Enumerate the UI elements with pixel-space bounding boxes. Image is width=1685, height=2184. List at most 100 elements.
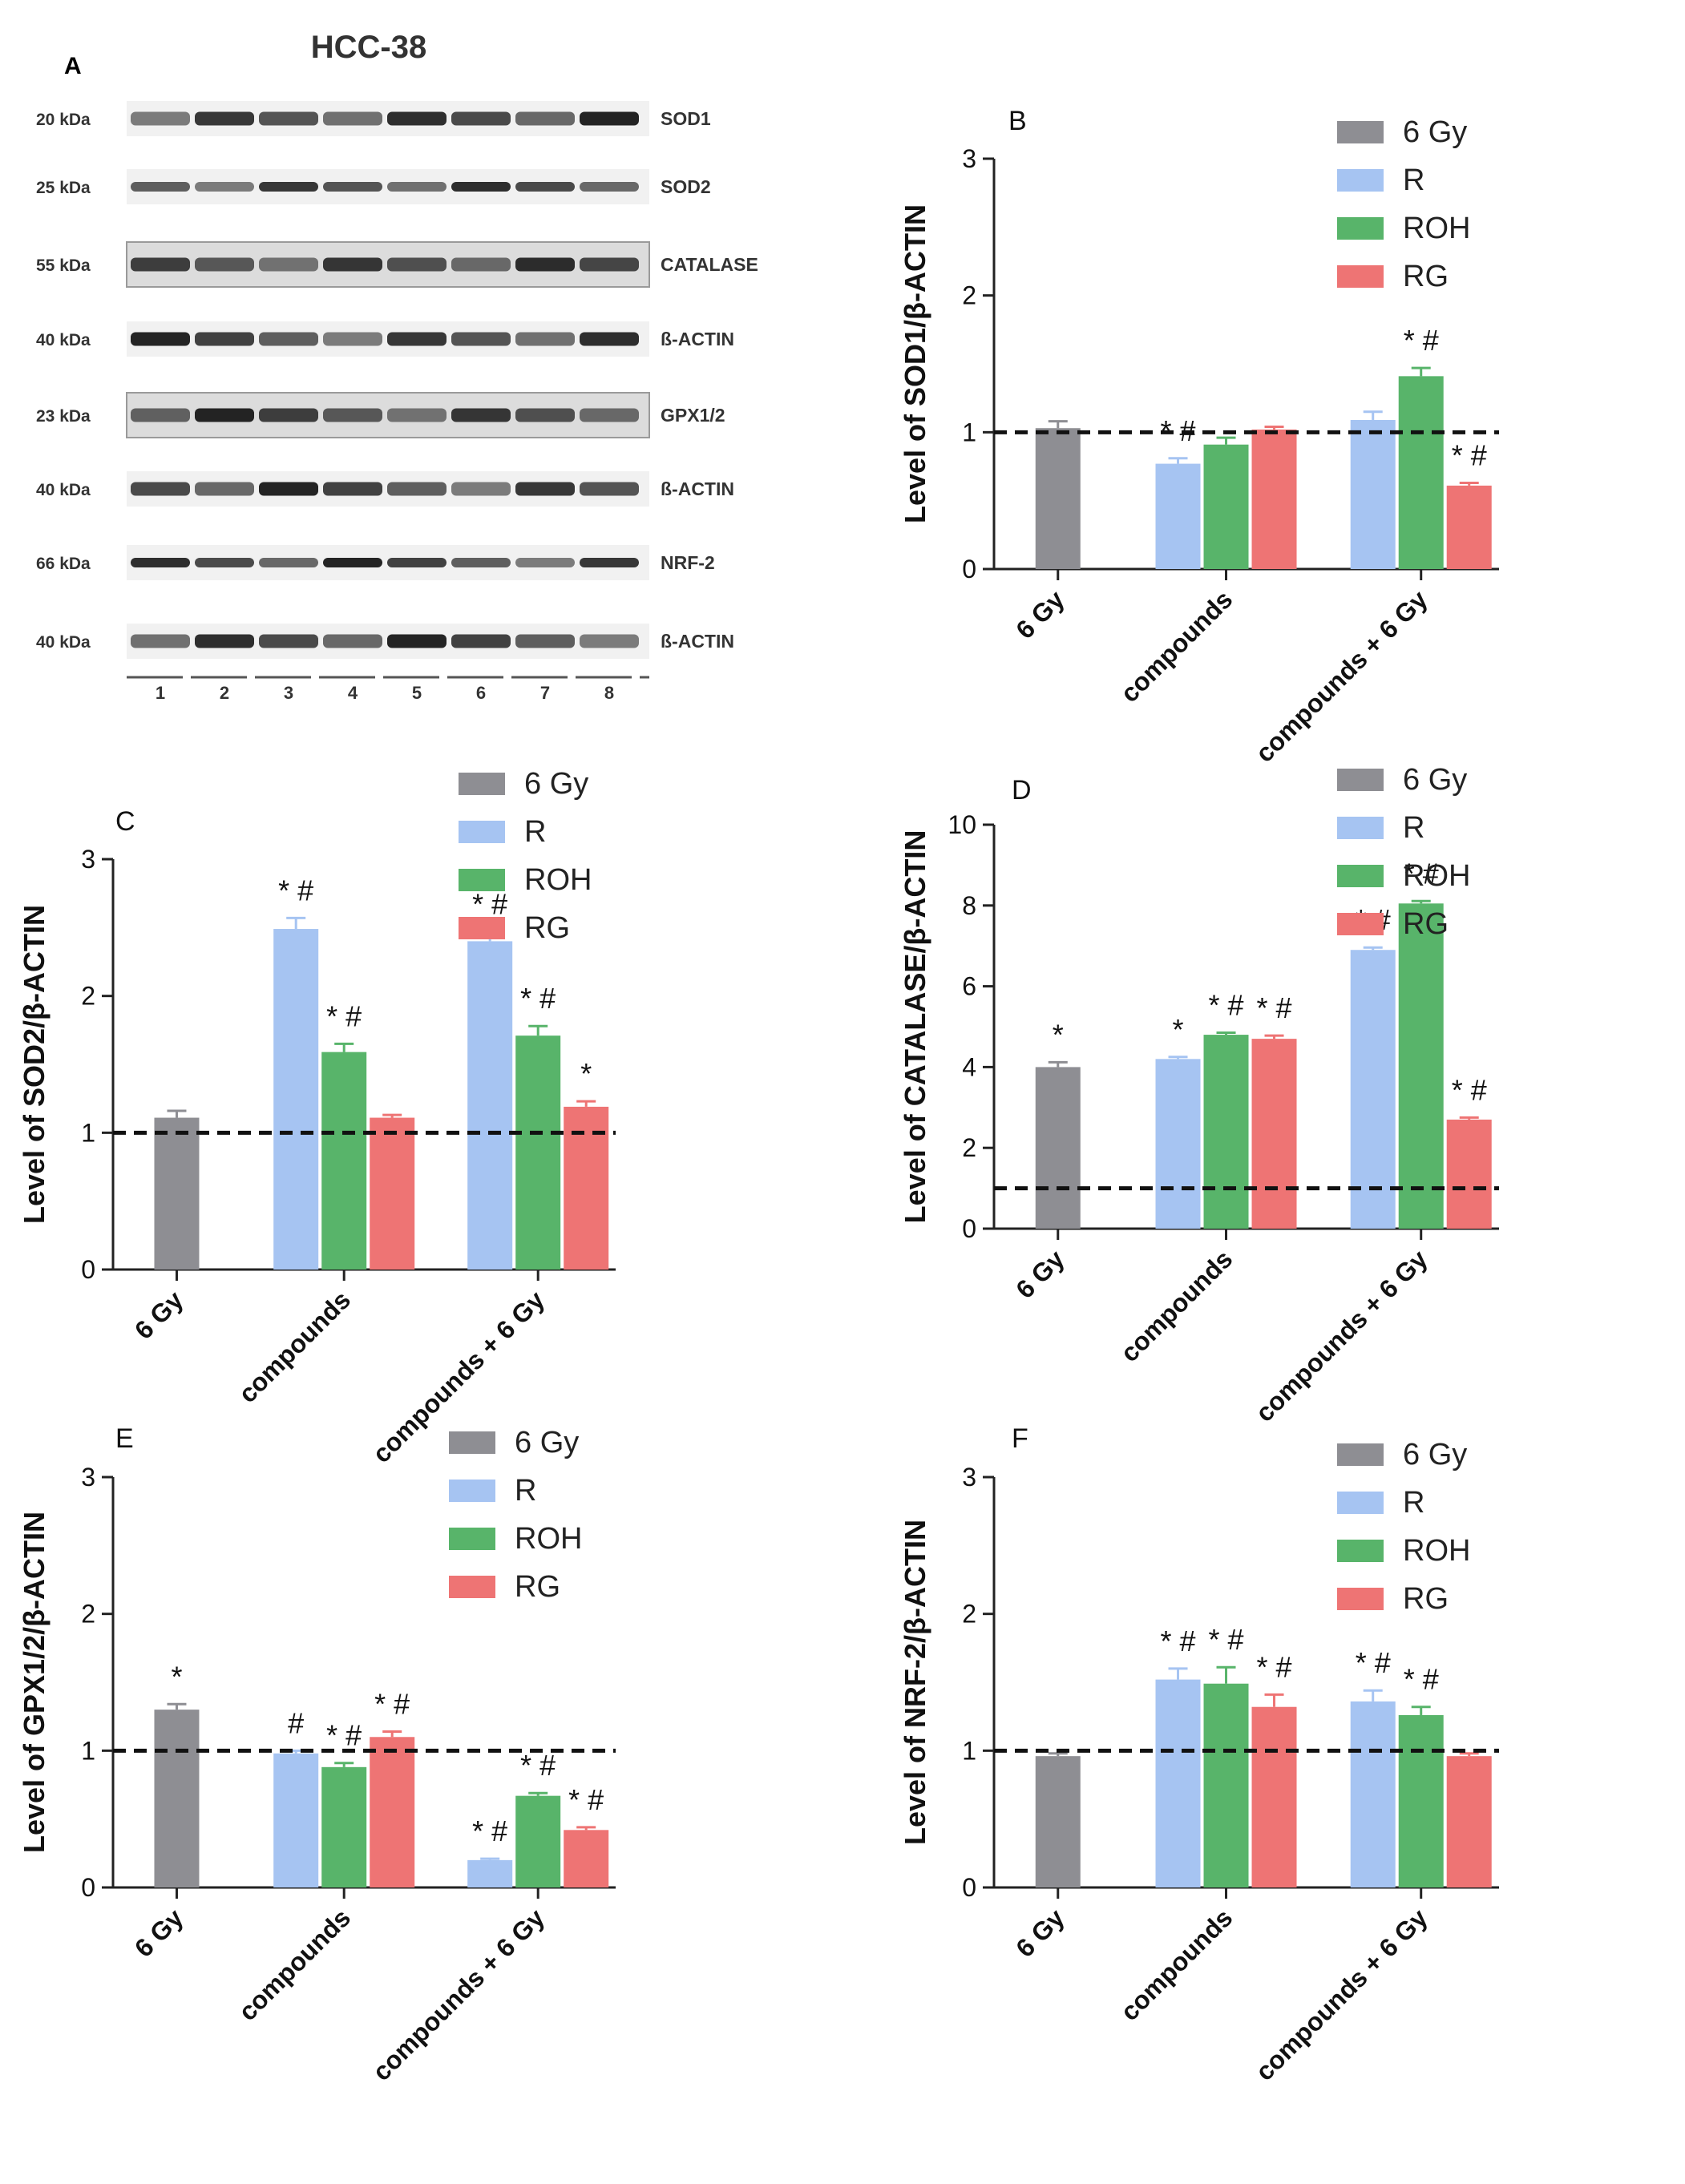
- blot-band: [387, 257, 447, 272]
- blot-band: [387, 634, 447, 648]
- y-tick-label: 8: [962, 891, 976, 920]
- x-tick-label: compounds + 6 Gy: [1250, 1903, 1433, 2086]
- y-tick-label: 0: [81, 1873, 95, 1902]
- blot-band: [515, 182, 575, 192]
- blot-band: [451, 182, 511, 192]
- bar-r: [273, 1753, 319, 1887]
- y-tick-label: 6: [962, 972, 976, 1001]
- legend-label: ROH: [515, 1522, 582, 1556]
- lane-number: 1: [156, 683, 165, 703]
- y-tick-label: 4: [962, 1052, 976, 1081]
- bar-roh: [1203, 1683, 1249, 1887]
- legend-label: RG: [1403, 1582, 1449, 1616]
- blot-band: [580, 182, 639, 192]
- significance-label: *: [1053, 1018, 1064, 1051]
- blot-band: [323, 332, 382, 346]
- blot-band: [451, 482, 511, 496]
- legend-label: R: [1403, 163, 1424, 197]
- legend-label: 6 Gy: [1403, 1438, 1467, 1471]
- bar-6-gy: [1035, 1756, 1081, 1887]
- legend-swatch: [1337, 1588, 1384, 1610]
- bar-roh: [1398, 903, 1444, 1229]
- bar-roh: [1398, 1714, 1444, 1887]
- legend-label: 6 Gy: [1403, 115, 1467, 149]
- legend-swatch: [1337, 817, 1384, 839]
- y-tick-label: 2: [81, 982, 95, 1011]
- blot-title: HCC-38: [311, 30, 426, 65]
- x-tick-label: compounds + 6 Gy: [367, 1903, 551, 2086]
- blot-band: [259, 634, 318, 648]
- x-tick-label: compounds + 6 Gy: [1250, 1244, 1433, 1427]
- lane-number: 2: [220, 683, 229, 703]
- blot-band: [259, 182, 318, 192]
- blot-band: [580, 257, 639, 272]
- lane-number: 6: [476, 683, 486, 703]
- band-kda-label: 25 kDa: [36, 179, 91, 197]
- legend-label: R: [1403, 811, 1424, 845]
- y-axis-label: Level of NRF-2/β-ACTIN: [899, 1520, 931, 1845]
- y-tick-label: 3: [81, 1463, 95, 1492]
- blot-band: [580, 634, 639, 648]
- significance-label: * #: [1256, 1650, 1291, 1683]
- band-protein-label: SOD1: [661, 108, 711, 129]
- blot-band: [387, 332, 447, 346]
- legend-swatch: [459, 869, 505, 891]
- lane-number: 8: [604, 683, 614, 703]
- panel-letter-a: A: [64, 53, 82, 79]
- significance-label: * #: [1404, 1663, 1439, 1696]
- panel-letter: B: [1008, 106, 1027, 136]
- blot-band: [451, 634, 511, 648]
- blot-band: [259, 408, 318, 422]
- bar-r: [467, 941, 513, 1270]
- significance-label: *: [580, 1057, 592, 1090]
- significance-label: * #: [1452, 1073, 1487, 1106]
- x-tick-label: 6 Gy: [129, 1903, 189, 1963]
- blot-band: [195, 634, 254, 648]
- blot-band: [131, 558, 190, 567]
- band-kda-label: 40 kDa: [36, 633, 91, 652]
- blot-band: [580, 482, 639, 496]
- legend-swatch: [1337, 265, 1384, 288]
- significance-label: * #: [520, 982, 556, 1015]
- band-protein-label: NRF-2: [661, 552, 715, 573]
- legend-label: R: [524, 815, 546, 849]
- significance-label: * #: [278, 874, 313, 906]
- legend-swatch: [449, 1480, 495, 1502]
- blot-band: [195, 408, 254, 422]
- y-axis-label: Level of CATALASE/β-ACTIN: [899, 830, 931, 1224]
- bar-6-gy: [154, 1710, 200, 1887]
- bar-r: [467, 1859, 513, 1887]
- blot-band: [387, 482, 447, 496]
- significance-label: * #: [374, 1687, 410, 1720]
- bar-r: [1155, 463, 1201, 569]
- legend-label: R: [1403, 1486, 1424, 1520]
- x-tick-label: 6 Gy: [129, 1285, 189, 1345]
- significance-label: * #: [472, 887, 507, 920]
- blot-band: [131, 257, 190, 272]
- blot-band: [515, 482, 575, 496]
- bar-6-gy: [1035, 428, 1081, 569]
- bar-roh: [1203, 1035, 1249, 1229]
- chart-panel-e: E 0 1 2 3 Level of GPX1/2/β-ACTIN 6 Gy compound…: [18, 1423, 616, 2086]
- y-tick-label: 3: [962, 1463, 976, 1492]
- significance-label: * #: [326, 1719, 362, 1752]
- significance-label: #: [288, 1706, 304, 1739]
- legend-label: ROH: [1403, 212, 1470, 245]
- legend-label: 6 Gy: [515, 1426, 579, 1459]
- blot-band: [131, 634, 190, 648]
- blot-band: [323, 257, 382, 272]
- significance-label: * #: [1256, 991, 1291, 1024]
- legend-label: RG: [524, 911, 570, 945]
- blot-band: [195, 257, 254, 272]
- bar-r: [1350, 419, 1396, 569]
- blot-band: [515, 257, 575, 272]
- legend-swatch: [459, 917, 505, 939]
- legend-swatch: [1337, 769, 1384, 791]
- panel-letter: D: [1012, 775, 1032, 805]
- blot-band: [515, 634, 575, 648]
- blot-band: [580, 111, 639, 126]
- blot-band: [451, 257, 511, 272]
- band-kda-label: 40 kDa: [36, 481, 91, 499]
- y-tick-label: 0: [81, 1255, 95, 1284]
